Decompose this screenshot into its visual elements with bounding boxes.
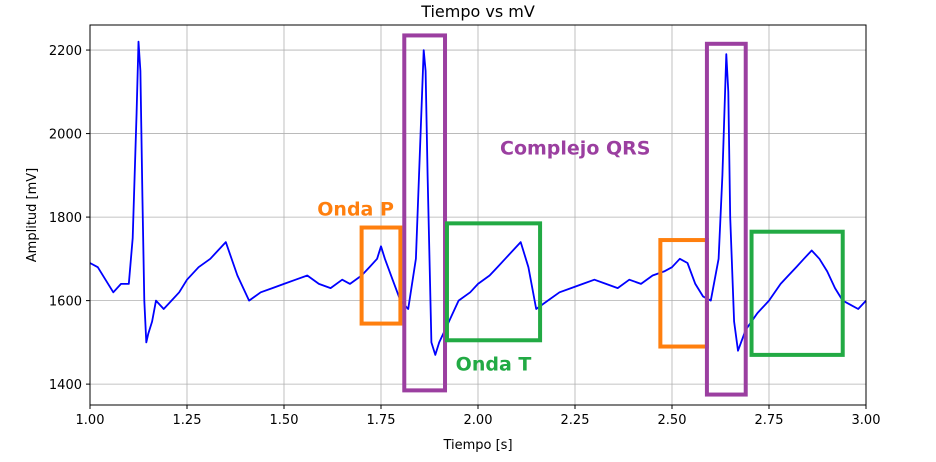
- x-tick-label: 1.75: [367, 413, 396, 428]
- annotation-box: [402, 33, 448, 393]
- annotations-layer: Onda P Complejo QRS Onda T: [317, 33, 845, 397]
- y-tick-label: 1800: [49, 211, 82, 226]
- annotation-label: Onda T: [456, 353, 532, 375]
- y-tick-label: 2000: [49, 128, 82, 143]
- x-tick-label: 1.50: [270, 413, 299, 428]
- annotation-box: [359, 225, 403, 326]
- y-axis-label: Amplitud [mV]: [25, 168, 40, 262]
- x-tick-label: 2.75: [755, 413, 784, 428]
- x-axis-label: Tiempo [s]: [442, 438, 512, 453]
- y-tick-label: 1400: [49, 378, 82, 393]
- x-tick-label: 2.25: [561, 413, 590, 428]
- y-tick-label: 2200: [49, 44, 82, 59]
- annotation-label: Complejo QRS: [500, 137, 650, 159]
- ecg-series-line: [89, 40, 867, 356]
- series-layer: [89, 40, 867, 356]
- annotation-box: [749, 229, 845, 357]
- x-tick-label: 3.00: [852, 413, 881, 428]
- y-tick-label: 1600: [49, 295, 82, 310]
- x-tick-label: 2.00: [464, 413, 493, 428]
- x-tick-label: 1.25: [173, 413, 202, 428]
- annotation-label: Onda P: [317, 199, 394, 221]
- x-tick-label: 1.00: [76, 413, 105, 428]
- x-axis: 1.00 1.25 1.50 1.75 2.00 2.25 2.50 2.75 3.00: [76, 405, 881, 428]
- annotation-box: [444, 221, 543, 343]
- y-axis: 1400 1600 1800 2000 2200: [49, 44, 90, 393]
- annotation-box: [704, 41, 748, 397]
- x-tick-label: 2.50: [658, 413, 687, 428]
- chart-title: Tiempo vs mV: [420, 2, 535, 21]
